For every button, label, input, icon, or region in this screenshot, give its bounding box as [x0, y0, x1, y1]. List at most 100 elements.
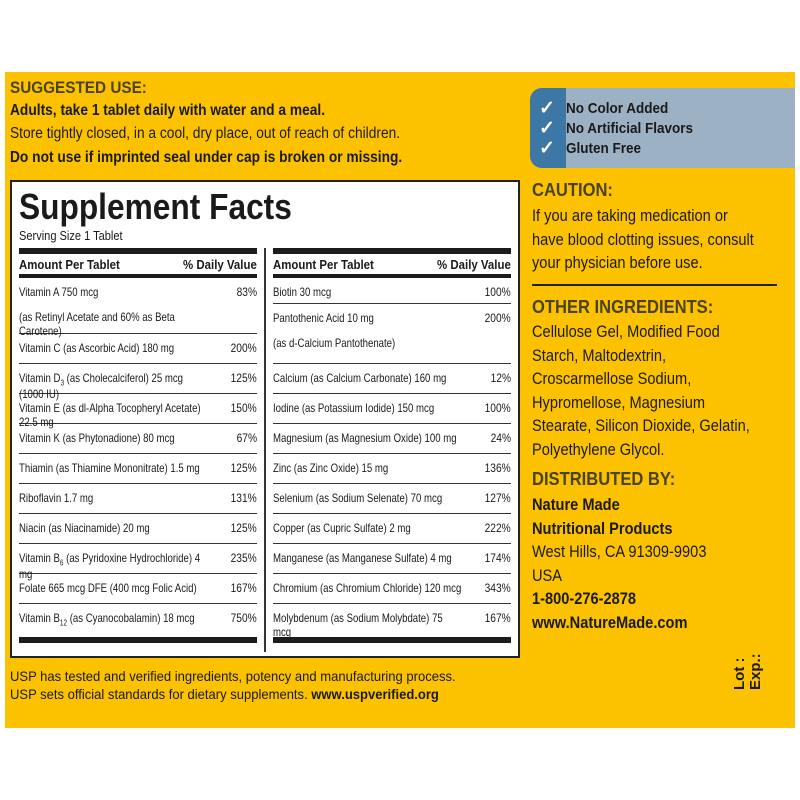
- daily-value: 174%: [484, 551, 511, 565]
- daily-value: 235%: [230, 551, 257, 565]
- caution-heading: CAUTION:: [532, 180, 613, 200]
- dv-header: % Daily Value: [437, 256, 511, 272]
- serving-size: Serving Size 1 Tablet: [19, 228, 123, 243]
- suggested-use-dose: Adults, take 1 tablet daily with water a…: [10, 102, 326, 119]
- nutrient-name: Vitamin B12 (as Cyanocobalamin) 18 mcg: [19, 611, 195, 628]
- facts-right-column: Amount Per Tablet % Daily Value Biotin 30…: [273, 248, 511, 643]
- nutrient-name: Vitamin A 750 mcg: [19, 285, 99, 299]
- nutrient-row: Vitamin A 750 mcg (as Retinyl Acetate and…: [19, 278, 257, 338]
- end-bar: [273, 637, 511, 643]
- end-bar: [19, 637, 257, 643]
- daily-value: 131%: [230, 491, 257, 505]
- claims-badge: ✓ No Color Added ✓ No Artificial Flavors ✓…: [530, 88, 795, 168]
- nutrient-name: Folate 665 mcg DFE (400 mcg Folic Acid): [19, 581, 197, 595]
- other-ingredients-heading: OTHER INGREDIENTS:: [532, 297, 714, 317]
- nutrient-row: Copper (as Cupric Sulfate) 2 mg 222%: [273, 514, 511, 544]
- caution-text: If you are taking medication or have blo…: [532, 206, 754, 272]
- supplement-facts-box: Supplement Facts Serving Size 1 Tablet A…: [10, 180, 520, 658]
- check-icon: ✓: [539, 117, 555, 139]
- nutrient-name: Pantothenic Acid 10 mg: [273, 311, 374, 325]
- nutrient-row: Vitamin D3 (as Cholecalciferol) 25 mcg (…: [19, 364, 257, 401]
- nutrient-name: Calcium (as Calcium Carbonate) 160 mg: [273, 371, 447, 385]
- nutrient-name: Vitamin C (as Ascorbic Acid) 180 mg: [19, 341, 175, 355]
- nutrient-name: Vitamin D3 (as Cholecalciferol) 25 mcg (…: [19, 371, 183, 402]
- check-icon: ✓: [539, 137, 555, 159]
- nutrient-name: Copper (as Cupric Sulfate) 2 mg: [273, 521, 411, 535]
- nutrient-row: Vitamin E (as dl-Alpha Tocopheryl Acetat…: [19, 394, 257, 429]
- daily-value: 167%: [484, 611, 511, 625]
- daily-value: 24%: [490, 431, 511, 445]
- daily-value: 100%: [484, 401, 511, 415]
- nutrient-name: Selenium (as Sodium Selenate) 70 mcg: [273, 491, 443, 505]
- nutrient-name: Vitamin B6 (as Pyridoxine Hydrochloride)…: [19, 551, 201, 582]
- nutrient-row: Folate 665 mcg DFE (400 mcg Folic Acid) 1…: [19, 574, 257, 604]
- nutrient-row: Vitamin C (as Ascorbic Acid) 180 mg 200%: [19, 334, 257, 364]
- daily-value: 125%: [230, 371, 257, 385]
- nutrient-name: Molybdenum (as Sodium Molybdate) 75 mcg: [273, 611, 443, 639]
- column-divider: [264, 248, 266, 652]
- amount-header: Amount Per Tablet: [273, 256, 374, 272]
- nutrient-name: Manganese (as Manganese Sulfate) 4 mg: [273, 551, 452, 565]
- storage-instructions: Store tightly closed, in a cool, dry pla…: [10, 125, 401, 142]
- other-ingredients-list: Cellulose Gel, Modified Food Starch, Mal…: [532, 322, 750, 459]
- website-link[interactable]: www.NatureMade.com: [532, 612, 688, 632]
- claim-no-flavors: ✓ No Artificial Flavors: [539, 117, 694, 139]
- daily-value: 150%: [230, 401, 257, 415]
- amount-header: Amount Per Tablet: [19, 256, 120, 272]
- nutrient-row: Riboflavin 1.7 mg 131%: [19, 484, 257, 514]
- daily-value: 125%: [230, 521, 257, 535]
- nutrient-row: Magnesium (as Magnesium Oxide) 100 mg 24%: [273, 424, 511, 454]
- check-icon: ✓: [539, 97, 555, 119]
- nutrient-source: (as Retinyl Acetate and 60% as Beta Caro…: [19, 310, 175, 338]
- nutrient-row: Vitamin B12 (as Cyanocobalamin) 18 mcg 75…: [19, 604, 257, 634]
- daily-value: 125%: [230, 461, 257, 475]
- nutrient-name: Iodine (as Potassium Iodide) 150 mcg: [273, 401, 435, 415]
- nutrient-row: Chromium (as Chromium Chloride) 120 mcg 3…: [273, 574, 511, 604]
- facts-left-column: Amount Per Tablet % Daily Value Vitamin A…: [19, 248, 257, 643]
- suggested-use-heading: SUGGESTED USE:: [10, 78, 147, 97]
- usp-statement: USP has tested and verified ingredients,…: [10, 668, 456, 684]
- daily-value: 200%: [230, 341, 257, 355]
- daily-value: 200%: [484, 311, 511, 325]
- nutrient-source: (as d-Calcium Pantothenate): [273, 336, 396, 350]
- caution-divider: [532, 284, 777, 286]
- nutrient-row: Vitamin K (as Phytonadione) 80 mcg 67%: [19, 424, 257, 454]
- distributor-info: Nature Made Nutritional Products West Hi…: [532, 493, 735, 634]
- nutrient-row: Thiamin (as Thiamine Mononitrate) 1.5 mg…: [19, 454, 257, 484]
- nutrient-name: Chromium (as Chromium Chloride) 120 mcg: [273, 581, 462, 595]
- daily-value: 750%: [230, 611, 257, 625]
- nutrient-name: Magnesium (as Magnesium Oxide) 100 mg: [273, 431, 457, 445]
- nutrient-row: Zinc (as Zinc Oxide) 15 mg 136%: [273, 454, 511, 484]
- nutrient-row: Biotin 30 mcg 100%: [273, 278, 511, 304]
- nutrient-row: Calcium (as Calcium Carbonate) 160 mg 12%: [273, 364, 511, 394]
- nutrient-name: Vitamin K (as Phytonadione) 80 mcg: [19, 431, 175, 445]
- lot-exp-stamp: Lot : Exp.:: [731, 653, 764, 690]
- nutrient-name: Riboflavin 1.7 mg: [19, 491, 94, 505]
- nutrient-name: Niacin (as Niacinamide) 20 mg: [19, 521, 150, 535]
- nutrient-row: Selenium (as Sodium Selenate) 70 mcg 127%: [273, 484, 511, 514]
- daily-value: 67%: [236, 431, 257, 445]
- usp-link[interactable]: www.uspverified.org: [311, 686, 439, 702]
- nutrient-row: Molybdenum (as Sodium Molybdate) 75 mcg 1…: [273, 604, 511, 639]
- daily-value: 222%: [484, 521, 511, 535]
- nutrient-row: Vitamin B6 (as Pyridoxine Hydrochloride)…: [19, 544, 257, 581]
- nutrient-name: Vitamin E (as dl-Alpha Tocopheryl Acetat…: [19, 401, 201, 429]
- nutrient-row: Niacin (as Niacinamide) 20 mg 125%: [19, 514, 257, 544]
- dv-header: % Daily Value: [183, 256, 257, 272]
- daily-value: 127%: [484, 491, 511, 505]
- seal-warning: Do not use if imprinted seal under cap i…: [10, 149, 403, 166]
- daily-value: 343%: [484, 581, 511, 595]
- daily-value: 136%: [484, 461, 511, 475]
- claim-no-color: ✓ No Color Added: [539, 97, 669, 119]
- facts-title: Supplement Facts: [19, 186, 292, 227]
- nutrient-row: Iodine (as Potassium Iodide) 150 mcg 100%: [273, 394, 511, 424]
- daily-value: 100%: [484, 285, 511, 299]
- nutrient-row: Manganese (as Manganese Sulfate) 4 mg 174…: [273, 544, 511, 574]
- distributed-by-heading: DISTRIBUTED BY:: [532, 469, 676, 489]
- phone-number[interactable]: 1-800-276-2878: [532, 589, 637, 608]
- nutrient-name: Thiamin (as Thiamine Mononitrate) 1.5 mg: [19, 461, 200, 475]
- nutrient-row: Pantothenic Acid 10 mg (as d-Calcium Pant…: [273, 304, 511, 364]
- nutrient-name: Zinc (as Zinc Oxide) 15 mg: [273, 461, 389, 475]
- daily-value: 83%: [236, 285, 257, 299]
- claim-gluten-free: ✓ Gluten Free: [539, 137, 642, 159]
